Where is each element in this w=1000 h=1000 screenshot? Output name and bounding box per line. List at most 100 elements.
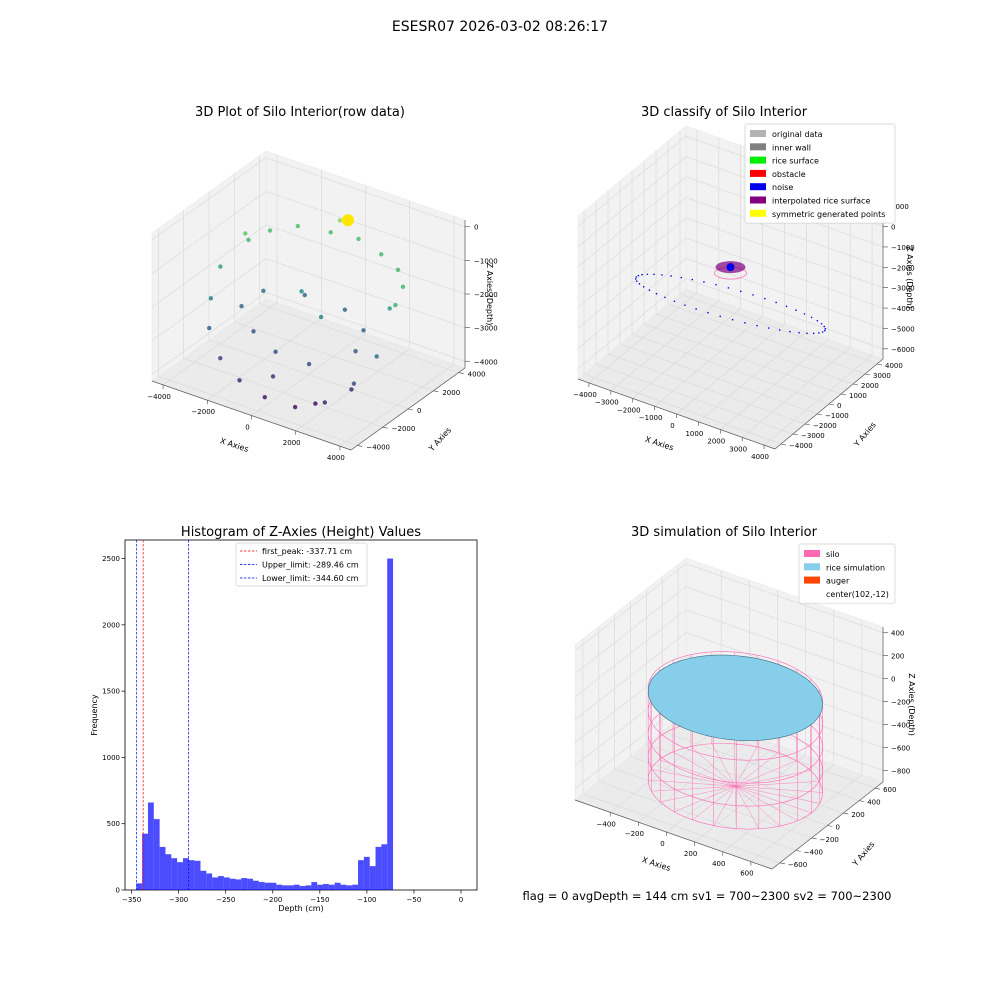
chart-3-plot-frame	[124, 539, 478, 891]
chart-4-y-axis-label: Y Axies	[850, 840, 876, 869]
chart-4-x-tick-label: −400	[597, 820, 616, 828]
chart-1-point	[379, 252, 384, 257]
chart-4-silo-floor-spoke	[713, 786, 736, 826]
chart-4-y-tick-label: 0	[836, 824, 840, 832]
chart-2-noise-point	[820, 322, 823, 325]
chart-3-x-axis-label: Depth (cm)	[278, 904, 323, 913]
chart-3-x-tick-label: −200	[263, 896, 282, 904]
chart-3-bar	[229, 878, 236, 890]
chart-4-silo-floor-spoke	[660, 786, 736, 803]
chart-4-silo-floor-spoke	[735, 746, 758, 787]
chart-2-legend-label: interpolated rice surface	[772, 197, 870, 206]
chart-2-noise-point	[673, 300, 676, 303]
chart-2-x-gridline	[742, 184, 851, 438]
chart-2-z-gridline	[577, 258, 884, 349]
chart-2-y-tick	[876, 363, 883, 366]
chart-2-legend-swatch	[750, 196, 766, 204]
chart-3-x-tick-label: −150	[310, 896, 329, 904]
chart-3-y-axis-label: Frequency	[90, 694, 99, 736]
chart-1-point	[302, 292, 307, 298]
chart-4-z-tick-label: −400	[891, 722, 910, 730]
chart-1-x-axis-label: X Axies	[219, 436, 250, 454]
chart-2-noise-point	[646, 273, 649, 276]
chart-4-x-tick-label: 200	[684, 850, 697, 858]
chart-1-x-tick-label: 4000	[327, 454, 345, 462]
chart-1-z-gridline	[151, 157, 466, 240]
chart-2-noise-point	[816, 319, 819, 322]
chart-2-noise-point	[798, 331, 800, 334]
chart-4-legend-swatch	[804, 563, 820, 571]
chart-2-noise-point	[684, 304, 686, 306]
chart-2-noise-point	[803, 313, 806, 315]
chart-1-point	[208, 296, 214, 301]
chart-2-y-tick	[804, 423, 811, 426]
chart-1-point	[218, 264, 223, 269]
chart-2-noise-point	[641, 273, 643, 276]
chart-4-y-tick	[859, 800, 865, 802]
chart-1-y-gridline	[208, 339, 409, 410]
chart-2-z-tick-label: −6000	[891, 346, 915, 354]
chart-4-y-tick	[843, 812, 849, 815]
chart-1-x-tick-label: 2000	[283, 439, 301, 447]
chart-4-y-tick	[795, 850, 801, 852]
chart-1-y-tick-label: 4000	[468, 371, 486, 379]
chart-2-x-axis-line	[577, 378, 776, 450]
chart-3-bar	[253, 880, 259, 890]
chart-2-y-tick	[852, 383, 859, 386]
chart-1-y-tick	[433, 390, 439, 393]
chart-1-z-axis-label: Z Axies (Depth)	[485, 263, 494, 326]
chart-4-silo-floor-spoke	[735, 786, 780, 827]
chart-2-noise-point	[806, 332, 808, 335]
chart-4-z-tick-label: 0	[891, 676, 895, 684]
chart-1-point	[318, 314, 324, 320]
chart-3-bar	[159, 846, 166, 890]
chart-2-y-gridline	[595, 363, 794, 435]
chart-3-bar	[276, 884, 283, 890]
chart-3-bar	[346, 885, 353, 890]
chart-2-z-gridline	[577, 237, 884, 329]
chart-1-point	[295, 223, 301, 229]
chart-4-silo-floor-spoke	[659, 759, 736, 787]
chart-4-title: 3D simulation of Silo Interior	[631, 525, 818, 540]
chart-3-bar	[270, 882, 277, 890]
chart-1-point	[292, 404, 298, 410]
chart-2-x-gridline	[588, 129, 698, 384]
chart-4-silo-floor-spoke	[692, 786, 736, 820]
chart-2-x-gridline	[632, 145, 742, 399]
chart-2-noise-point	[812, 332, 815, 335]
chart-3-legend-label: Lower_limit: -344.60 cm	[262, 574, 359, 583]
chart-1-z-gridline	[151, 191, 466, 274]
chart-1-z-tick-label: −1000	[474, 257, 498, 265]
chart-2-z-tick-label: −1000	[891, 244, 915, 252]
chart-3-bar	[264, 882, 271, 890]
chart-3-bar	[188, 860, 195, 890]
chart-2-legend-label: noise	[772, 183, 793, 192]
chart-2-x-tick-label: 4000	[751, 453, 769, 461]
chart-2-x-gridline	[763, 192, 873, 446]
chart-2-y-tick-label: −2000	[813, 422, 837, 430]
chart-2-noise-point	[739, 290, 742, 293]
chart-2-z-gridline	[577, 278, 884, 370]
chart-3-bar	[147, 802, 154, 890]
chart-1-y-tick	[382, 426, 388, 429]
chart-1-y-tick-label: 2000	[442, 389, 460, 397]
chart-1-point	[270, 374, 276, 379]
chart-4-y-tick-label: 400	[867, 799, 880, 807]
chart-3-y-tick-label: 1000	[102, 754, 120, 762]
chart-2-noise-point	[707, 311, 709, 314]
chart-1-point	[356, 236, 361, 242]
chart-2-y-tick	[864, 373, 871, 376]
chart-1-z-tick-label: −4000	[474, 358, 498, 366]
chart-2-y-tick-label: 4000	[885, 362, 903, 370]
chart-2-y-tick	[792, 433, 799, 436]
chart-2-y-tick	[840, 393, 847, 396]
chart-2-title: 3D classify of Silo Interior	[641, 105, 808, 120]
chart-4-z-gridline	[574, 632, 884, 720]
chart-2-x-gridline	[720, 176, 829, 430]
chart-3-x-tick-label: −50	[407, 896, 422, 904]
chart-2-noise-point	[810, 316, 813, 319]
chart-4-z-tick-label: 200	[891, 653, 904, 661]
chart-4-legend-swatch	[804, 550, 820, 557]
chart-1-plot: −4000 −2000 0 2000 4000 −4000 −2000 0 2000 4000 0 −…	[147, 150, 498, 462]
chart-2-y-tick	[828, 403, 835, 406]
